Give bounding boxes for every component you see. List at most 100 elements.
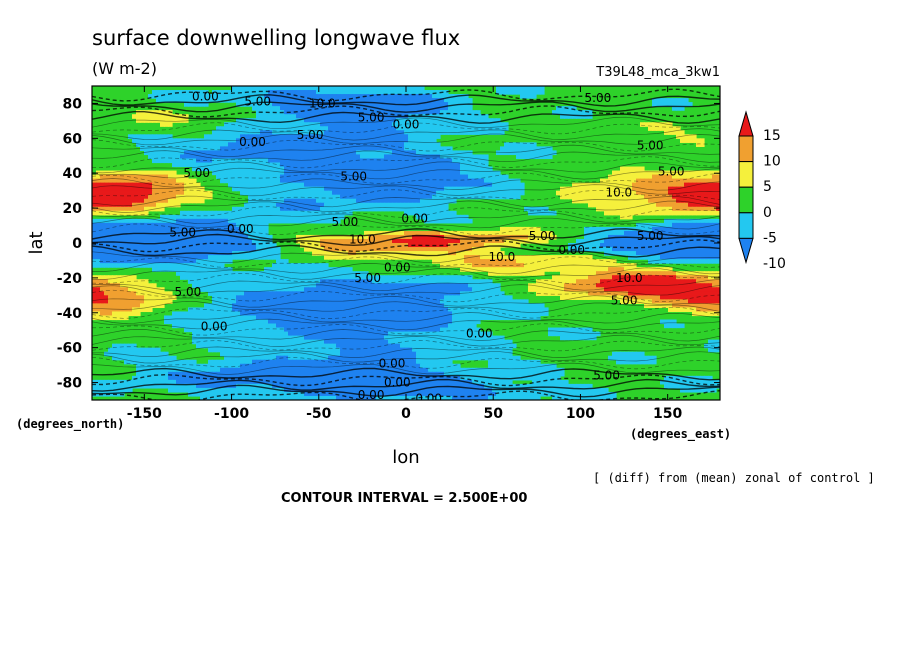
field-cell <box>248 234 253 240</box>
field-cell <box>220 126 225 131</box>
field-cell <box>396 98 401 103</box>
field-cell <box>296 126 301 131</box>
field-cell <box>248 210 253 216</box>
field-cell <box>236 210 241 216</box>
field-cell <box>648 222 653 228</box>
field-cell <box>288 158 293 164</box>
field-cell <box>684 190 689 196</box>
field-cell <box>428 158 433 164</box>
field-cell <box>400 243 405 248</box>
field-cell <box>360 202 365 208</box>
field-cell <box>660 255 665 260</box>
field-cell <box>120 243 125 248</box>
field-cell <box>360 106 365 111</box>
field-cell <box>164 146 169 152</box>
field-cell <box>100 247 105 252</box>
field-cell <box>324 162 329 168</box>
field-cell <box>144 134 149 139</box>
field-cell <box>672 194 677 200</box>
field-cell <box>356 170 361 176</box>
field-cell <box>656 174 661 180</box>
field-cell <box>252 275 257 280</box>
field-cell <box>148 174 153 180</box>
field-cell <box>468 194 473 200</box>
field-cell <box>672 98 677 103</box>
field-cell <box>404 238 409 244</box>
field-cell <box>212 214 217 220</box>
field-cell <box>532 150 537 156</box>
field-cell <box>104 251 109 256</box>
field-cell <box>540 90 545 95</box>
field-cell <box>172 198 177 204</box>
field-cell <box>252 126 257 131</box>
field-cell <box>520 150 525 156</box>
field-cell <box>660 178 665 184</box>
field-cell <box>620 279 625 284</box>
field-cell <box>624 202 629 208</box>
field-cell <box>652 194 657 200</box>
field-cell <box>412 106 417 111</box>
field-cell <box>272 106 277 111</box>
field-cell <box>296 142 301 147</box>
field-cell <box>668 279 673 284</box>
field-cell <box>276 154 281 160</box>
field-cell <box>604 226 609 232</box>
field-cell <box>440 202 445 208</box>
field-cell <box>552 150 557 156</box>
field-cell <box>148 134 153 139</box>
field-cell <box>616 202 621 208</box>
field-cell <box>392 162 397 168</box>
field-cell <box>488 267 493 272</box>
field-cell <box>308 271 313 276</box>
field-cell <box>636 238 641 244</box>
field-cell <box>624 190 629 196</box>
field-cell <box>436 194 441 200</box>
field-cell <box>112 198 117 204</box>
field-cell <box>156 247 161 252</box>
field-cell <box>412 202 417 208</box>
field-cell <box>356 194 361 200</box>
field-cell <box>160 251 165 256</box>
field-cell <box>304 194 309 200</box>
field-cell <box>496 174 501 180</box>
field-cell <box>428 182 433 188</box>
field-cell <box>164 234 169 240</box>
field-cell <box>692 178 697 184</box>
field-cell <box>196 271 201 276</box>
field-cell <box>308 263 313 268</box>
field-cell <box>376 178 381 184</box>
field-cell <box>376 255 381 260</box>
field-cell <box>224 271 229 276</box>
field-cell <box>300 214 305 220</box>
field-cell <box>280 271 285 276</box>
field-cell <box>92 279 97 284</box>
field-cell <box>480 178 485 184</box>
field-cell <box>104 234 109 240</box>
field-cell <box>136 118 141 123</box>
field-cell <box>232 279 237 284</box>
field-cell <box>372 186 377 192</box>
field-cell <box>688 251 693 256</box>
field-cell <box>172 251 177 256</box>
field-cell <box>512 238 517 244</box>
field-cell <box>408 126 413 131</box>
field-cell <box>368 98 373 103</box>
field-cell <box>664 238 669 244</box>
field-cell <box>364 162 369 168</box>
field-cell <box>296 271 301 276</box>
field-cell <box>384 106 389 111</box>
field-cell <box>332 134 337 139</box>
field-cell <box>584 247 589 252</box>
field-cell <box>408 174 413 180</box>
field-cell <box>244 126 249 131</box>
field-cell <box>360 150 365 156</box>
field-cell <box>620 275 625 280</box>
field-cell <box>336 238 341 244</box>
field-cell <box>144 198 149 204</box>
field-cell <box>624 271 629 276</box>
field-cell <box>128 259 133 264</box>
field-cell <box>436 218 441 224</box>
field-cell <box>504 226 509 232</box>
field-cell <box>708 218 713 224</box>
field-cell <box>292 198 297 204</box>
